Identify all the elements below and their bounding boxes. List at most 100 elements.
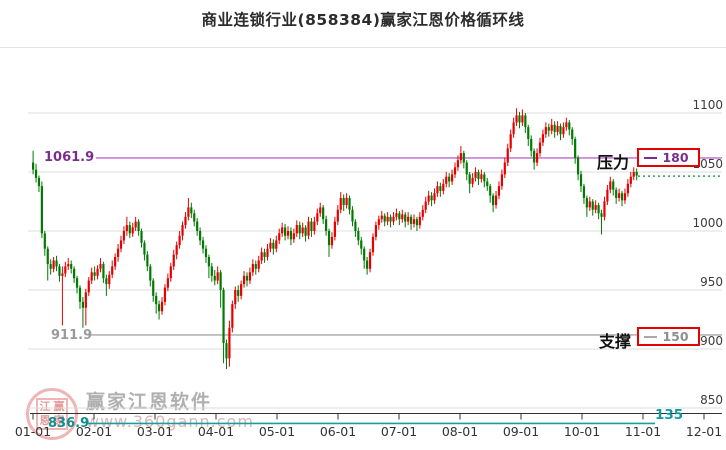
candle-down: [46, 248, 49, 265]
candle-up: [509, 134, 512, 149]
candle-up: [64, 266, 67, 274]
resistance-cycle-value: 180: [662, 150, 689, 165]
candle-up: [111, 266, 114, 275]
candle-up: [521, 115, 524, 123]
candle-up: [474, 172, 477, 178]
candle-up: [295, 225, 298, 234]
candle-up: [345, 197, 348, 206]
candle-down: [612, 181, 615, 190]
candle-down: [492, 195, 495, 206]
candle-down: [128, 225, 131, 234]
candle-down: [571, 129, 574, 139]
candle-up: [535, 153, 539, 163]
x-axis-label: 01-01: [15, 424, 51, 439]
candle-up: [506, 148, 509, 163]
candle-down: [579, 174, 583, 187]
candle-up: [623, 193, 627, 201]
candle-down: [530, 138, 533, 151]
candle-up: [618, 193, 621, 198]
candle-up: [424, 201, 427, 210]
y-axis-label: 900: [700, 334, 723, 348]
candle-down: [143, 242, 146, 255]
candle-up: [459, 153, 462, 161]
candle-up: [96, 268, 99, 276]
candle-up: [427, 195, 430, 202]
candle-down: [237, 290, 240, 296]
candle-down: [363, 248, 366, 261]
candle-up: [497, 186, 501, 196]
candle-up: [436, 186, 439, 194]
candle-up: [500, 174, 503, 187]
candle-up: [565, 122, 568, 128]
candle-up: [278, 233, 281, 241]
candle-down: [213, 275, 216, 281]
candle-up: [418, 216, 421, 226]
y-axis-label: 1050: [692, 157, 723, 171]
candle-up: [234, 290, 237, 305]
candle-up: [541, 134, 545, 143]
candle-up: [163, 287, 167, 302]
candle-down: [310, 221, 313, 231]
x-axis-label: 11-01: [625, 424, 661, 439]
candle-down: [254, 264, 257, 269]
candle-up: [512, 122, 515, 135]
candle-up: [480, 174, 483, 180]
candle-up: [301, 227, 304, 234]
candle-down: [568, 122, 571, 130]
candle-down: [635, 172, 638, 176]
candle-down: [201, 240, 205, 249]
candle-down: [360, 240, 363, 249]
seal-char: 恩: [39, 414, 51, 427]
candle-down: [357, 231, 360, 241]
candle-up: [632, 172, 635, 177]
candle-down: [574, 138, 577, 158]
y-axis-label: 1000: [692, 216, 723, 230]
x-axis-label: 02-01: [76, 424, 112, 439]
candle-down: [49, 264, 52, 269]
candle-down: [597, 205, 600, 214]
x-axis-label: 08-01: [442, 424, 478, 439]
candle-up: [445, 176, 448, 184]
candle-up: [503, 162, 506, 175]
candle-down: [73, 268, 76, 279]
candle-up: [603, 201, 606, 217]
candle-down: [105, 278, 108, 285]
candle-up: [412, 219, 416, 224]
candle-down: [389, 216, 392, 222]
candle-up: [421, 209, 424, 217]
candle-up: [377, 219, 380, 226]
candle-up: [556, 125, 559, 132]
candle-down: [157, 304, 161, 312]
candle-down: [342, 197, 345, 206]
candle-up: [386, 216, 389, 222]
candle-up: [401, 214, 404, 220]
candle-up: [122, 231, 126, 241]
candle-down: [222, 290, 225, 344]
candle-up: [216, 272, 219, 281]
candle-down: [354, 221, 357, 231]
candle-down: [404, 214, 407, 222]
x-axis-label: 07-01: [381, 424, 417, 439]
candle-up: [125, 225, 128, 231]
candle-down: [351, 209, 354, 222]
candle-up: [251, 264, 254, 273]
support-dash-icon: [644, 335, 657, 338]
candle-down: [196, 221, 199, 231]
candle-up: [61, 273, 64, 276]
candle-down: [190, 207, 193, 214]
candle-up: [316, 213, 319, 222]
candle-down: [210, 266, 213, 276]
candle-up: [134, 221, 137, 228]
candle-up: [368, 252, 372, 269]
candle-up: [319, 207, 322, 214]
candle-up: [242, 275, 246, 285]
candle-down: [225, 343, 228, 359]
candle-down: [140, 231, 143, 243]
candle-up: [456, 160, 460, 168]
x-axis-label: 03-01: [137, 424, 173, 439]
candle-up: [442, 183, 445, 191]
candle-down: [366, 260, 369, 269]
candle-down: [304, 227, 307, 236]
